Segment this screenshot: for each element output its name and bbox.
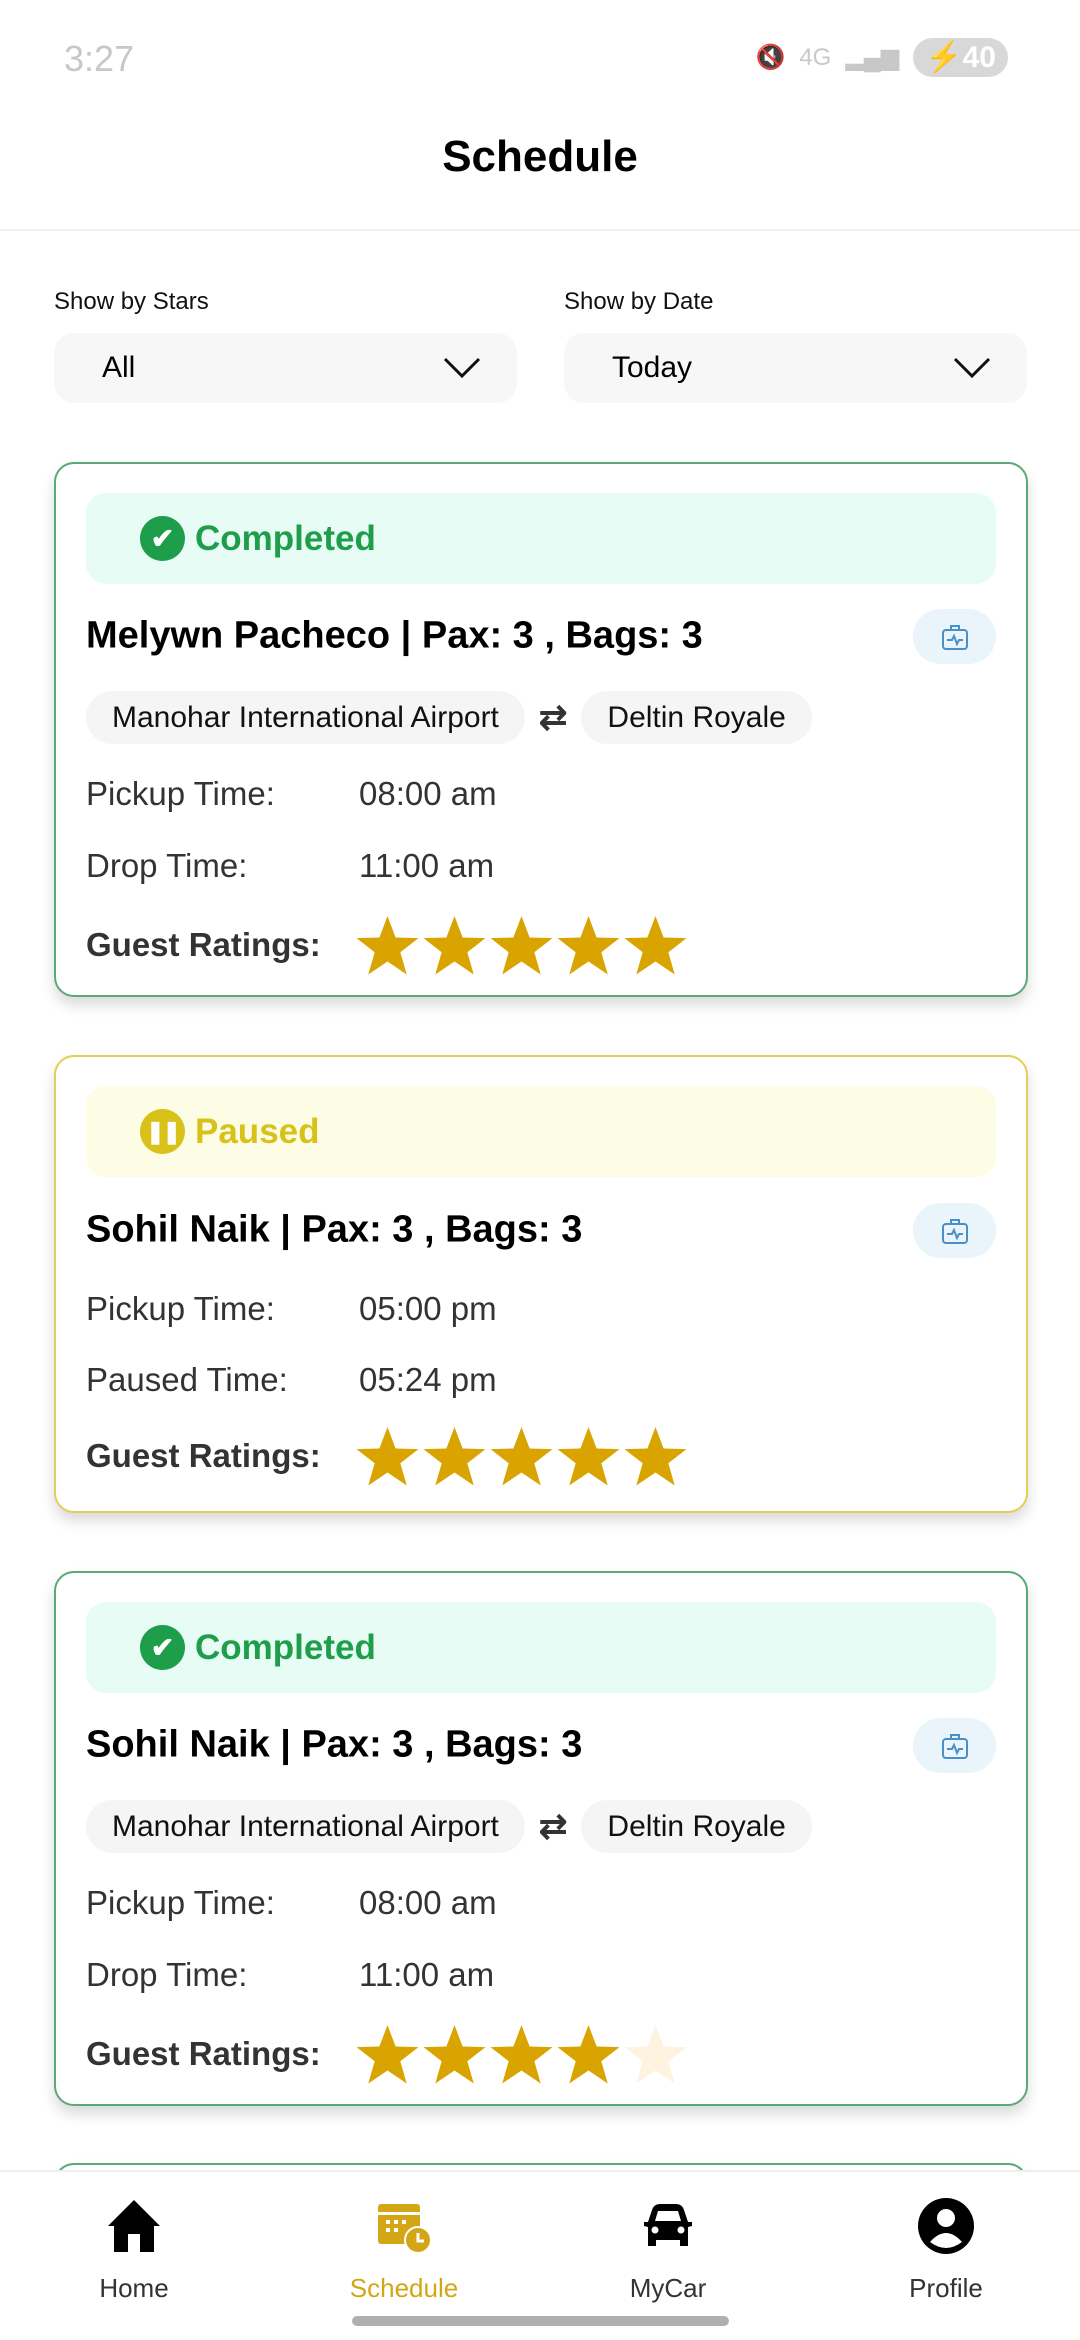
time-row: Pickup Time: 08:00 am <box>86 775 497 813</box>
star-filled-icon <box>356 2025 419 2084</box>
battery-indicator: ⚡40 <box>913 38 1008 77</box>
star-filled-icon <box>490 2025 553 2084</box>
date-filter-value: Today <box>612 351 693 384</box>
calendar-clock-icon <box>374 2196 434 2263</box>
time-value: 05:24 pm <box>359 1361 497 1398</box>
time-value: 11:00 am <box>359 847 495 884</box>
bottom-nav: Home Schedule MyCar Profile <box>0 2170 1080 2340</box>
date-filter-dropdown[interactable]: Today <box>564 333 1027 403</box>
nav-profile[interactable]: Profile <box>846 2196 1046 2304</box>
status-icons: 🔇 4G ▂▄▆ ⚡40 <box>755 38 1008 77</box>
star-filled-icon <box>423 1427 486 1486</box>
luggage-button[interactable] <box>913 609 996 664</box>
drop-location-chip: Deltin Royale <box>581 691 812 744</box>
trip-card[interactable]: ✔ Completed Sohil Naik | Pax: 3 , Bags: … <box>54 1571 1028 2106</box>
time-row: Drop Time: 11:00 am <box>86 1956 494 1994</box>
time-label: Paused Time: <box>86 1361 288 1398</box>
status-time: 3:27 <box>64 38 135 79</box>
ratings-label: Guest Ratings: <box>86 926 321 963</box>
status-banner: ✔ Completed <box>86 493 996 584</box>
star-filled-icon <box>624 916 687 975</box>
home-icon <box>104 2196 164 2263</box>
luggage-icon <box>941 1218 968 1244</box>
nav-label: MyCar <box>629 2273 707 2303</box>
stars-filter-label: Show by Stars <box>54 288 209 315</box>
guest-ratings: Guest Ratings: <box>86 1425 689 1487</box>
trip-title: Sohil Naik | Pax: 3 , Bags: 3 <box>86 1208 583 1251</box>
stars-filter-value: All <box>102 351 136 384</box>
status-label: Paused <box>195 1111 320 1151</box>
time-label: Pickup Time: <box>86 1884 275 1921</box>
status-label: Completed <box>195 518 376 558</box>
star-filled-icon <box>557 916 620 975</box>
star-filled-icon <box>557 2025 620 2084</box>
swap-arrows-icon: ⇄ <box>538 698 568 737</box>
star-filled-icon <box>624 1427 687 1486</box>
chevron-down-icon <box>443 357 481 379</box>
trip-card[interactable]: ❚❚ Paused Sohil Naik | Pax: 3 , Bags: 3 … <box>54 1055 1028 1513</box>
route: Manohar International Airport ⇄ Deltin R… <box>86 1800 812 1853</box>
stars-filter-dropdown[interactable]: All <box>54 333 517 403</box>
check-circle-icon: ✔ <box>140 516 185 561</box>
nav-schedule[interactable]: Schedule <box>304 2196 504 2304</box>
pickup-location-chip: Manohar International Airport <box>86 1800 525 1853</box>
route: Manohar International Airport ⇄ Deltin R… <box>86 691 812 744</box>
date-filter-label: Show by Date <box>564 288 714 315</box>
star-filled-icon <box>356 916 419 975</box>
header-divider <box>0 229 1080 231</box>
nav-home[interactable]: Home <box>34 2196 234 2304</box>
nav-label: Schedule <box>349 2273 459 2303</box>
time-row: Drop Time: 11:00 am <box>86 847 494 885</box>
status-label: Completed <box>195 1627 376 1667</box>
luggage-button[interactable] <box>913 1718 996 1773</box>
star-filled-icon <box>557 1427 620 1486</box>
star-filled-icon <box>490 916 553 975</box>
home-indicator[interactable] <box>352 2316 729 2326</box>
star-filled-icon <box>423 2025 486 2084</box>
drop-location-chip: Deltin Royale <box>581 1800 812 1853</box>
car-icon <box>638 2196 698 2263</box>
luggage-icon <box>941 624 968 650</box>
swap-arrows-icon: ⇄ <box>538 1807 568 1846</box>
time-value: 08:00 am <box>359 775 497 812</box>
profile-icon <box>916 2196 976 2263</box>
star-filled-icon <box>356 1427 419 1486</box>
trip-title: Melywn Pacheco | Pax: 3 , Bags: 3 <box>86 614 703 657</box>
ratings-label: Guest Ratings: <box>86 2035 321 2072</box>
nav-label: Home <box>99 2273 169 2303</box>
time-value: 11:00 am <box>359 1956 495 1993</box>
nav-label: Profile <box>909 2273 983 2303</box>
status-banner: ❚❚ Paused <box>86 1086 996 1177</box>
luggage-button[interactable] <box>913 1203 996 1258</box>
star-filled-icon <box>490 1427 553 1486</box>
time-row: Paused Time: 05:24 pm <box>86 1361 497 1399</box>
ratings-label: Guest Ratings: <box>86 1437 321 1474</box>
time-row: Pickup Time: 05:00 pm <box>86 1290 497 1328</box>
time-label: Pickup Time: <box>86 775 275 812</box>
time-label: Drop Time: <box>86 847 248 884</box>
time-value: 05:00 pm <box>359 1290 497 1327</box>
mute-icon: 🔇 <box>755 44 786 71</box>
trip-card[interactable]: ✔ Completed Melywn Pacheco | Pax: 3 , Ba… <box>54 462 1028 997</box>
pause-circle-icon: ❚❚ <box>140 1109 185 1154</box>
time-label: Pickup Time: <box>86 1290 275 1327</box>
battery-level: 40 <box>962 41 996 74</box>
guest-ratings: Guest Ratings: <box>86 914 689 976</box>
check-circle-icon: ✔ <box>140 1625 185 1670</box>
guest-ratings: Guest Ratings: <box>86 2023 689 2085</box>
page-title: Schedule <box>442 132 638 181</box>
nav-mycar[interactable]: MyCar <box>568 2196 768 2304</box>
network-type: 4G <box>799 43 832 71</box>
star-empty-icon <box>624 2025 687 2084</box>
pickup-location-chip: Manohar International Airport <box>86 691 525 744</box>
trip-title: Sohil Naik | Pax: 3 , Bags: 3 <box>86 1723 583 1766</box>
chevron-down-icon <box>953 357 991 379</box>
time-row: Pickup Time: 08:00 am <box>86 1884 497 1922</box>
signal-icon: ▂▄▆ <box>845 44 900 71</box>
status-banner: ✔ Completed <box>86 1602 996 1693</box>
time-label: Drop Time: <box>86 1956 248 1993</box>
star-filled-icon <box>423 916 486 975</box>
luggage-icon <box>941 1733 968 1759</box>
time-value: 08:00 am <box>359 1884 497 1921</box>
